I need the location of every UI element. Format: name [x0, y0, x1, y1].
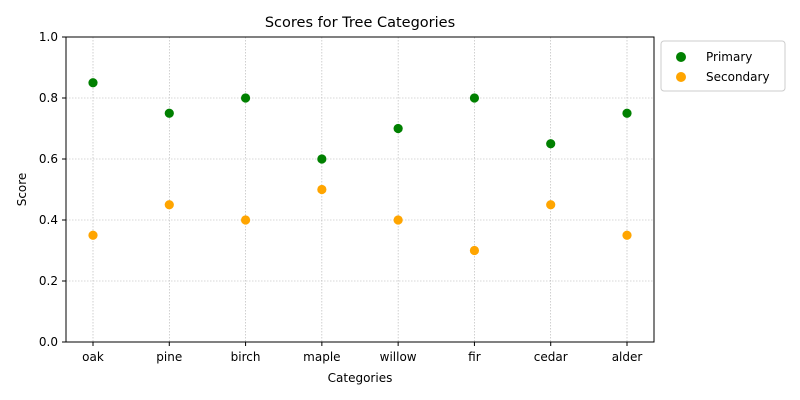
x-tick-label-maple: maple	[303, 350, 340, 364]
grid	[66, 36, 654, 343]
legend-marker-primary	[676, 52, 686, 62]
x-tick-label-fir: fir	[468, 350, 481, 364]
legend-label-primary: Primary	[706, 50, 752, 64]
x-tick-label-birch: birch	[231, 350, 261, 364]
point-primary-willow	[393, 123, 403, 134]
point-secondary-fir	[469, 245, 480, 256]
point-primary-maple	[317, 154, 327, 164]
y-tick-label: 1.0	[39, 30, 58, 44]
point-secondary-birch	[240, 215, 251, 225]
y-tick-label: 0.2	[39, 274, 58, 288]
x-tick-label-willow: willow	[380, 350, 417, 364]
point-primary-alder	[622, 108, 632, 118]
y-tick-label: 0.6	[39, 152, 58, 166]
legend-marker-secondary	[676, 72, 686, 82]
point-primary-fir	[469, 93, 480, 103]
data-points	[88, 78, 632, 256]
chart-title: Scores for Tree Categories	[265, 15, 455, 31]
point-secondary-pine	[164, 200, 174, 210]
y-tick-label: 0.0	[39, 335, 58, 349]
y-tick-label: 0.4	[39, 213, 58, 227]
legend-box	[660, 40, 786, 92]
point-secondary-maple	[317, 184, 327, 195]
point-secondary-willow	[393, 215, 403, 225]
x-tick-label-oak: oak	[82, 350, 104, 364]
x-tick-label-cedar: cedar	[534, 350, 568, 364]
point-primary-oak	[88, 78, 98, 88]
axis-ticks: 0.0 0.2 0.4 0.6 0.8 1.0 oak pine birch maple willo…	[39, 30, 642, 364]
y-tick-label: 0.8	[39, 91, 58, 105]
point-secondary-alder	[622, 230, 632, 240]
x-tick-label-alder: alder	[612, 350, 643, 364]
point-primary-pine	[164, 108, 174, 118]
x-tick-label-pine: pine	[156, 350, 182, 364]
point-secondary-cedar	[546, 200, 556, 210]
x-axis-label: Categories	[328, 371, 393, 385]
legend: Primary Secondary	[660, 40, 786, 92]
plot-area	[65, 36, 655, 343]
point-primary-birch	[240, 93, 251, 103]
point-primary-cedar	[546, 139, 556, 149]
legend-label-secondary: Secondary	[706, 70, 770, 84]
point-secondary-oak	[88, 230, 98, 240]
y-axis-label: Score	[15, 173, 29, 207]
